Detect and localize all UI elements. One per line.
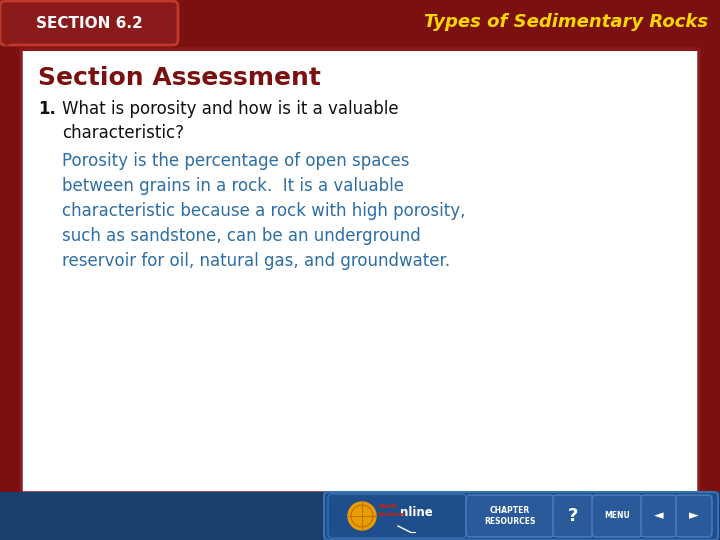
Text: What is porosity and how is it a valuable
characteristic?: What is porosity and how is it a valuabl…	[62, 100, 399, 143]
Text: Science: Science	[378, 511, 405, 516]
FancyBboxPatch shape	[0, 1, 178, 45]
Text: MENU: MENU	[604, 511, 630, 521]
Text: Types of Sedimentary Rocks: Types of Sedimentary Rocks	[424, 13, 708, 31]
Text: ◄: ◄	[654, 510, 664, 523]
Bar	[0, 492, 720, 540]
Text: ►: ►	[689, 510, 699, 523]
Text: Earth: Earth	[378, 503, 397, 509]
FancyBboxPatch shape	[676, 495, 712, 537]
FancyBboxPatch shape	[328, 494, 466, 538]
Text: nline: nline	[400, 505, 433, 518]
Text: SECTION 6.2: SECTION 6.2	[35, 16, 143, 30]
Text: Porosity is the percentage of open spaces
between grains in a rock.  It is a val: Porosity is the percentage of open space…	[62, 152, 466, 270]
Text: ?: ?	[568, 507, 578, 525]
Circle shape	[348, 502, 376, 530]
Text: CHAPTER
RESOURCES: CHAPTER RESOURCES	[485, 506, 536, 526]
Text: Section Assessment: Section Assessment	[38, 66, 321, 90]
FancyBboxPatch shape	[21, 49, 699, 493]
Text: 1.: 1.	[38, 100, 56, 118]
FancyBboxPatch shape	[641, 495, 677, 537]
Polygon shape	[5, 40, 20, 46]
FancyBboxPatch shape	[553, 495, 593, 537]
FancyBboxPatch shape	[592, 495, 642, 537]
FancyBboxPatch shape	[466, 495, 554, 537]
FancyBboxPatch shape	[324, 492, 718, 540]
